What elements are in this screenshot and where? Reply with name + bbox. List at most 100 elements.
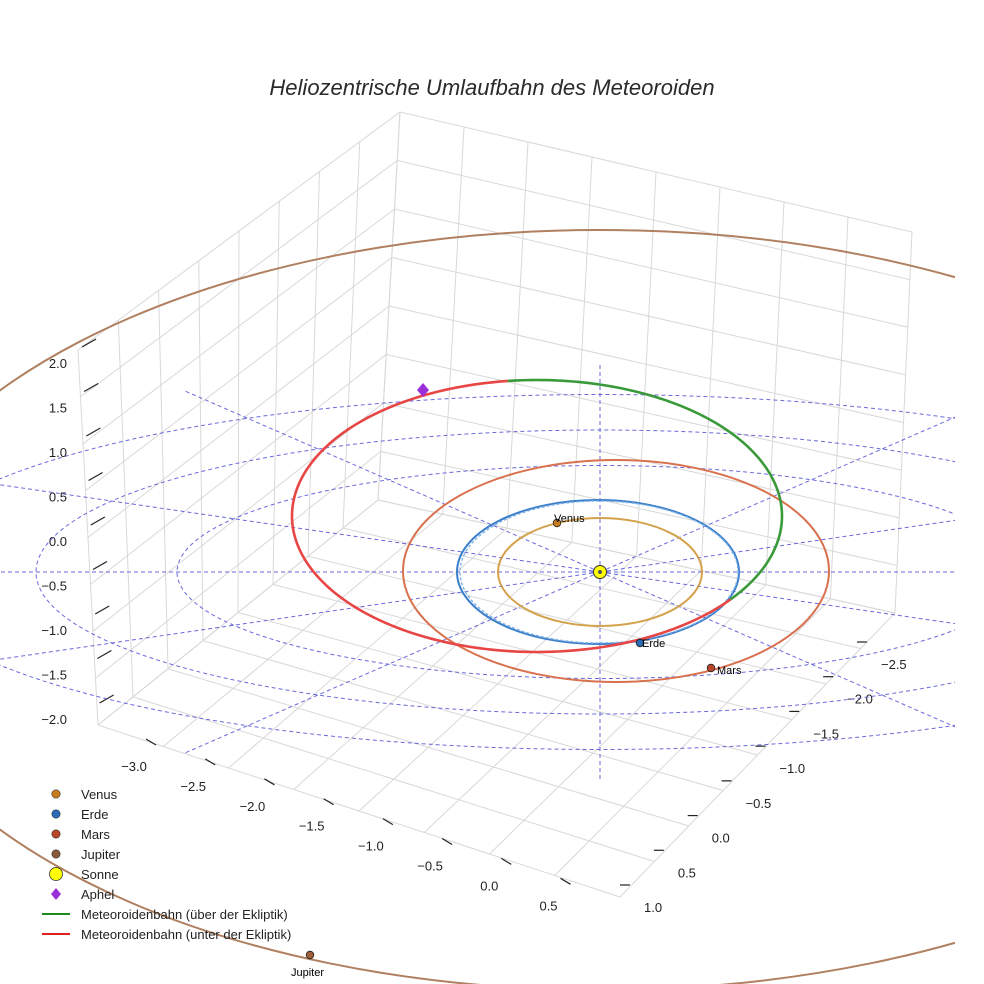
left-wall-grid-line bbox=[272, 201, 280, 585]
legend-label: Meteoroidenbahn (über der Ekliptik) bbox=[81, 907, 288, 922]
legend-marker bbox=[51, 829, 61, 839]
planet-jupiter bbox=[305, 950, 315, 960]
planet-orbits bbox=[0, 229, 955, 984]
reference-radial-line bbox=[599, 571, 955, 625]
legend-label: Jupiter bbox=[81, 847, 121, 862]
x-tick-mark bbox=[500, 857, 512, 865]
z-tick-label: 2.0 bbox=[49, 356, 67, 371]
z-tick-label: −1.0 bbox=[41, 623, 67, 638]
z-tick-label: −2.0 bbox=[41, 712, 67, 727]
x-tick-label: −1.5 bbox=[299, 819, 325, 834]
x-tick-label: −0.5 bbox=[417, 859, 443, 874]
legend-marker bbox=[51, 789, 61, 799]
z-tick-mark bbox=[86, 427, 101, 437]
y-tick-label: 0.0 bbox=[712, 831, 730, 846]
axis-ticks: −3.0 −2.5 −2.0 −1.5 −1.0 −0.5 0.0 0.5 −2.5 −2.0 −1… bbox=[41, 338, 907, 915]
orbit-erde bbox=[456, 499, 740, 645]
axes-grid bbox=[77, 111, 913, 898]
right-wall-grid-line bbox=[394, 208, 908, 328]
orbit-venus bbox=[497, 517, 703, 627]
planet-mars bbox=[706, 663, 716, 673]
meteoroid-orbit-below bbox=[290, 379, 732, 654]
legend: Venus Erde Mars Jupiter Sonne Aphel Meteoroide… bbox=[42, 787, 291, 942]
legend-label: Sonne bbox=[81, 867, 119, 882]
left-wall-grid-line bbox=[87, 305, 390, 538]
left-wall-grid-line bbox=[342, 141, 361, 529]
sun-center bbox=[598, 570, 602, 574]
z-tick-mark bbox=[92, 560, 108, 571]
left-wall-grid-line bbox=[82, 208, 395, 445]
right-wall-grid-line bbox=[399, 111, 913, 233]
y-tick-label: −2.0 bbox=[847, 692, 873, 707]
reference-radial-line bbox=[0, 571, 601, 660]
aphel-marker bbox=[417, 383, 429, 397]
floor-grid-line bbox=[554, 598, 831, 876]
floor-grid-line bbox=[619, 612, 896, 898]
meteoroid-orbit bbox=[290, 378, 784, 654]
legend-label: Mars bbox=[81, 827, 110, 842]
legend-marker bbox=[49, 867, 63, 881]
x-tick-mark bbox=[264, 778, 275, 786]
y-tick-label: −2.5 bbox=[881, 657, 907, 672]
orbit-erde-inner bbox=[459, 500, 739, 644]
planet-venus bbox=[552, 518, 562, 528]
z-tick-label: 1.0 bbox=[49, 445, 67, 460]
z-tick-label: −1.5 bbox=[41, 668, 67, 683]
y-tick-label: 1.0 bbox=[644, 900, 662, 915]
meteoroid-orbit-above bbox=[507, 378, 784, 601]
x-tick-label: −2.5 bbox=[180, 779, 206, 794]
x-tick-label: 0.5 bbox=[539, 898, 557, 913]
y-tick-label: −1.0 bbox=[779, 761, 805, 776]
planet-label-mars: Mars bbox=[717, 665, 742, 677]
z-tick-label: 1.5 bbox=[49, 401, 67, 416]
floor-grid-line bbox=[489, 584, 767, 855]
left-wall-grid-line bbox=[85, 257, 393, 492]
celestial-bodies: Venus Erde Mars Jupiter bbox=[291, 383, 742, 979]
right-wall-grid-line bbox=[894, 231, 913, 614]
z-tick-mark bbox=[83, 382, 99, 393]
right-wall-grid-line bbox=[397, 160, 910, 281]
legend-label: Erde bbox=[81, 807, 108, 822]
right-wall-grid-line bbox=[700, 186, 721, 571]
planet-label-erde: Erde bbox=[642, 638, 665, 650]
legend-marker bbox=[51, 809, 61, 819]
reference-circle bbox=[176, 464, 955, 680]
y-tick-label: −1.5 bbox=[813, 726, 839, 741]
reference-radial-line bbox=[599, 571, 955, 728]
z-tick-mark bbox=[88, 471, 103, 482]
reference-radial-line bbox=[183, 571, 601, 754]
x-tick-mark bbox=[382, 818, 394, 826]
floor-grid-line bbox=[237, 612, 758, 756]
reference-circle bbox=[35, 429, 955, 715]
y-tick-label: 0.5 bbox=[678, 865, 696, 880]
right-wall-grid-line bbox=[391, 257, 906, 376]
legend-marker bbox=[51, 849, 61, 859]
legend-marker bbox=[51, 888, 61, 900]
reference-circles bbox=[0, 362, 955, 782]
z-tick-label: −0.5 bbox=[41, 579, 67, 594]
reference-radial-line bbox=[599, 519, 955, 573]
reference-circle bbox=[0, 393, 955, 751]
legend-label: Venus bbox=[81, 787, 118, 802]
z-tick-mark bbox=[94, 605, 110, 615]
x-tick-mark bbox=[204, 758, 216, 766]
right-wall-grid-line bbox=[765, 201, 785, 585]
left-wall-grid-line bbox=[307, 171, 320, 557]
x-tick-label: 0.0 bbox=[480, 878, 498, 893]
right-wall-grid-line bbox=[829, 216, 849, 599]
z-tick-label: 0.0 bbox=[49, 534, 67, 549]
z-tick-mark bbox=[97, 649, 112, 660]
x-tick-label: −3.0 bbox=[121, 759, 147, 774]
floor-grid-line bbox=[307, 555, 827, 685]
left-wall-grid-line bbox=[77, 111, 401, 351]
z-tick-mark bbox=[90, 516, 106, 526]
floor-grid-line bbox=[423, 570, 702, 833]
planet-label-venus: Venus bbox=[554, 513, 585, 525]
legend-label: Meteoroidenbahn (unter der Ekliptik) bbox=[81, 927, 291, 942]
orbit-jupiter bbox=[0, 229, 955, 984]
reference-radial-line bbox=[0, 484, 601, 573]
y-tick-label: −0.5 bbox=[746, 796, 772, 811]
z-tick-mark bbox=[81, 338, 97, 348]
orbit-mars bbox=[402, 459, 830, 683]
